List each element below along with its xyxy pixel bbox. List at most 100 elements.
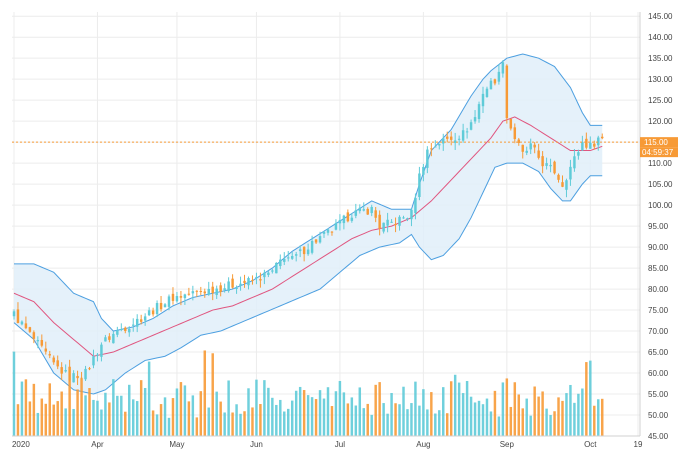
- candle-body: [20, 321, 24, 325]
- candle-body: [143, 316, 147, 321]
- candle-body: [271, 270, 274, 272]
- candle-body: [131, 324, 135, 326]
- volume-bar: [80, 378, 83, 436]
- volume-bar: [195, 417, 199, 436]
- volume-bar: [263, 380, 266, 436]
- volume-bar: [243, 411, 246, 436]
- volume-bar: [32, 383, 36, 436]
- volume-bar: [28, 401, 32, 436]
- y-tick-label: 70.00: [648, 327, 669, 336]
- volume-bar: [465, 381, 469, 436]
- volume-bar: [505, 378, 509, 436]
- candle-body: [334, 223, 338, 230]
- volume-bar: [557, 397, 560, 436]
- candle-body: [44, 348, 48, 352]
- candle-body: [255, 276, 258, 278]
- volume-bar: [108, 402, 111, 436]
- volume-bar: [167, 417, 171, 436]
- candle-body: [191, 291, 195, 294]
- candle-body: [72, 373, 75, 383]
- volume-bar: [302, 390, 306, 436]
- volume-bar: [287, 408, 290, 436]
- band-lower-line: [13, 162, 603, 395]
- candle-body: [203, 291, 207, 294]
- volume-bar: [322, 398, 326, 436]
- volume-bar: [306, 395, 310, 436]
- volume-bar: [390, 393, 393, 436]
- candle-body: [151, 310, 155, 315]
- candle-body: [56, 360, 59, 367]
- volume-bar: [267, 387, 270, 436]
- volume-bar: [430, 392, 433, 436]
- volume-bar: [406, 409, 409, 436]
- volume-bar: [40, 398, 44, 436]
- x-tick-label: 2020: [12, 440, 30, 449]
- y-tick-label: 80.00: [648, 285, 669, 294]
- countdown-label-bg: [640, 147, 678, 158]
- candle-body: [179, 296, 183, 298]
- volume-bar: [36, 412, 40, 436]
- y-tick-label: 120.00: [648, 117, 673, 126]
- candle-body: [251, 279, 254, 281]
- candle-body: [481, 93, 485, 107]
- volume-bar: [100, 409, 103, 436]
- candle-body: [84, 368, 87, 380]
- candle-body: [263, 272, 266, 278]
- volume-bar: [585, 362, 588, 436]
- candle-body: [549, 164, 552, 167]
- candle-body: [438, 143, 441, 146]
- candle-body: [402, 217, 405, 219]
- volume-bar: [12, 351, 16, 436]
- volume-bar: [294, 390, 298, 436]
- candle-body: [597, 137, 600, 146]
- x-tick-label: May: [169, 440, 184, 449]
- candle-body: [501, 62, 505, 74]
- volume-bar: [418, 405, 421, 436]
- candle-body: [426, 149, 429, 168]
- candle-body: [68, 366, 71, 381]
- volume-bar: [271, 397, 274, 436]
- candle-body: [318, 236, 322, 243]
- volume-bar: [187, 401, 191, 436]
- volume-bar: [573, 402, 576, 436]
- candle-body: [561, 182, 564, 187]
- volume-bar: [533, 386, 536, 436]
- candle-body: [326, 229, 330, 233]
- candle-body: [469, 122, 473, 130]
- volume-bar: [20, 381, 24, 436]
- candle-body: [525, 150, 528, 153]
- candle-body: [509, 118, 513, 129]
- candle-body: [418, 173, 421, 197]
- volume-bar: [279, 399, 282, 436]
- volume-bar: [255, 379, 258, 436]
- candle-body: [155, 303, 159, 315]
- candle-body: [573, 156, 576, 169]
- y-tick-label: 100.00: [648, 201, 673, 210]
- candlesticks: [12, 60, 604, 386]
- volume-bar: [183, 385, 187, 436]
- volume-bar: [259, 404, 262, 436]
- volume-bar: [386, 413, 389, 436]
- candle-body: [199, 291, 203, 293]
- countdown-label: 04:59:37: [642, 148, 674, 157]
- volume-bar: [88, 388, 91, 436]
- candle-body: [120, 329, 123, 331]
- volume-bar: [521, 408, 524, 436]
- volume-bar: [426, 409, 429, 436]
- volume-bar: [147, 361, 151, 436]
- volume-bar: [601, 398, 604, 436]
- candle-body: [243, 280, 246, 284]
- volume-bar: [104, 392, 107, 436]
- volume-bar: [203, 350, 207, 436]
- candle-body: [477, 104, 481, 119]
- candle-body: [100, 344, 103, 357]
- volume-bar: [60, 391, 63, 436]
- candle-body: [370, 206, 373, 214]
- candle-body: [147, 310, 151, 316]
- volume-bars: [12, 350, 604, 436]
- volume-bar: [509, 406, 513, 436]
- candle-body: [314, 239, 318, 243]
- candle-body: [36, 340, 40, 342]
- candle-body: [187, 293, 191, 295]
